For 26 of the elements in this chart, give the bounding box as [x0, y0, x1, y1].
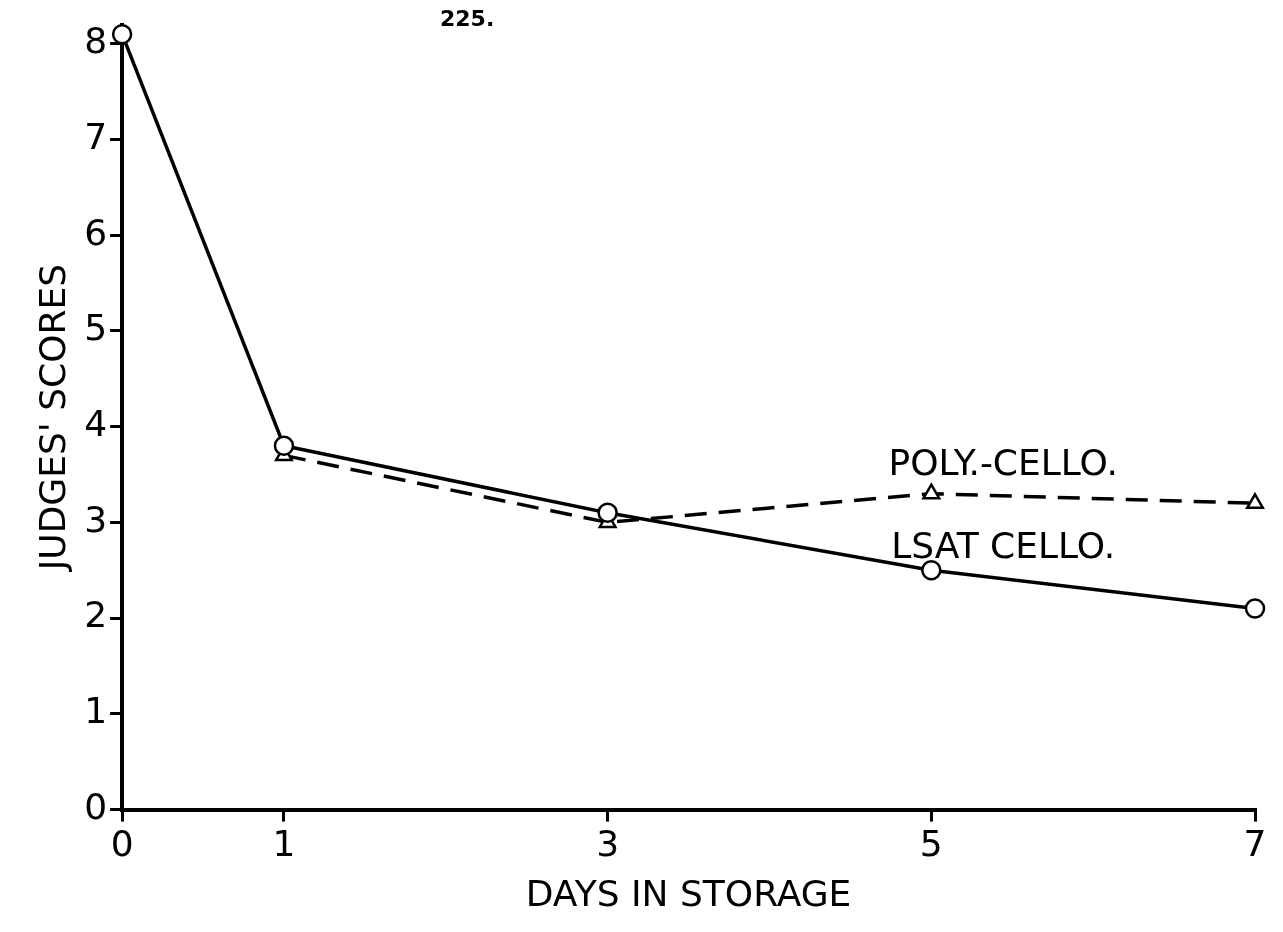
y-tick-label: 7: [84, 115, 108, 157]
series-label: POLY.-CELLO.: [888, 442, 1118, 484]
point: [1244, 598, 1266, 619]
y-axis-title: JUDGES' SCORES: [31, 263, 73, 573]
point: [273, 435, 295, 457]
y-tick-label: 5: [84, 307, 108, 349]
x-axis-title: DAYS IN STORAGE: [525, 872, 852, 914]
x-tick-label: 0: [110, 822, 134, 864]
y-tick-label: 1: [84, 690, 108, 732]
x-tick-label: 7: [1243, 822, 1267, 864]
x-tick-label: 3: [596, 822, 620, 864]
point: [921, 560, 942, 581]
y-tick-label: 4: [84, 403, 108, 445]
y-tick-label: 6: [84, 211, 108, 253]
point: [597, 502, 618, 524]
x-tick-label: 1: [272, 822, 296, 864]
y-tick-label: 8: [84, 20, 108, 62]
annotation: 225.: [440, 6, 495, 31]
y-tick-label: 2: [84, 594, 108, 636]
point: [111, 23, 133, 45]
point: [922, 483, 941, 500]
y-tick-label: 0: [84, 785, 108, 827]
x-tick-label: 5: [919, 822, 943, 864]
y-tick-label: 3: [84, 498, 108, 540]
point: [1245, 493, 1265, 510]
series-label: LSAT CELLO.: [891, 525, 1116, 567]
